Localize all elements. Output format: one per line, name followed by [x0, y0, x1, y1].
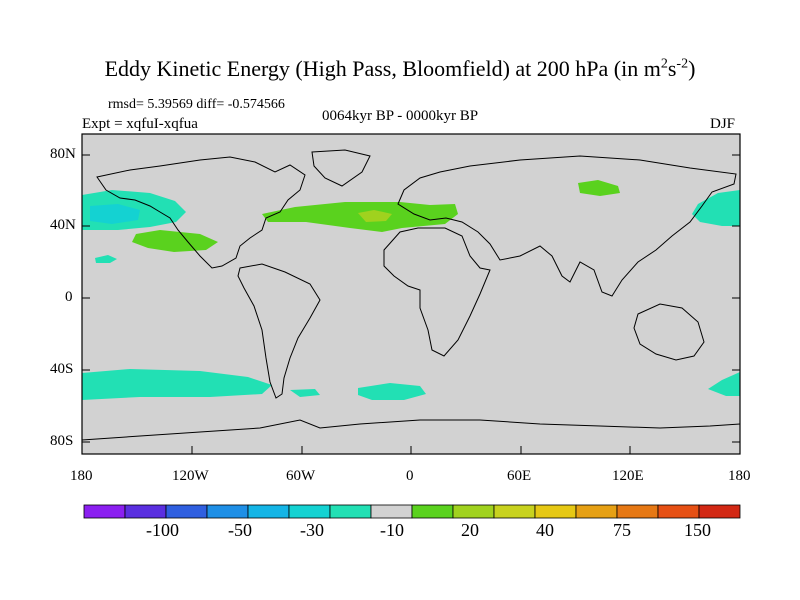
colorbar-swatch — [411, 504, 454, 519]
field-spac-east — [708, 372, 740, 396]
season-label: DJF — [710, 116, 736, 132]
field-hawaii — [95, 255, 117, 263]
lon-tick-180e: 180 — [728, 468, 751, 484]
colorbar-swatch — [124, 504, 167, 519]
colorbar-swatch — [534, 504, 577, 519]
colorbar-swatch — [329, 504, 372, 519]
coast-south-america — [237, 263, 321, 399]
colorbar-label: 75 — [613, 520, 631, 540]
coastlines — [81, 149, 741, 441]
colorbar-label: 20 — [461, 520, 479, 540]
lon-tick-120w: 120W — [172, 468, 209, 484]
lat-tick-40n: 40N — [50, 217, 76, 233]
lon-tick-120e: 120E — [612, 468, 644, 484]
colorbar-swatch — [452, 504, 495, 519]
field-drake — [290, 389, 320, 397]
lat-tick-40s: 40S — [50, 361, 74, 377]
field-natl — [262, 202, 458, 232]
colorbar-label: 150 — [684, 520, 711, 540]
coast-greenland — [311, 149, 371, 187]
lat-tick-0: 0 — [65, 289, 73, 305]
period-label: 0064kyr BP - 0000kyr BP — [322, 108, 479, 124]
colorbar-swatch — [83, 504, 126, 519]
colorbar-label: -30 — [300, 520, 324, 540]
colorbar-label: 40 — [536, 520, 554, 540]
field-spac — [82, 369, 272, 400]
lon-tick-0: 0 — [406, 468, 414, 484]
field-npac-east — [692, 190, 740, 226]
lon-tick-60e: 60E — [507, 468, 532, 484]
colorbar-label: -100 — [146, 520, 179, 540]
coast-north-america — [96, 156, 306, 269]
field-siberia — [578, 180, 620, 196]
lon-tick-180w: 180 — [70, 468, 93, 484]
colorbar-swatch — [247, 504, 290, 519]
lon-tick-60w: 60W — [286, 468, 316, 484]
coast-australia — [633, 303, 705, 361]
colorbar — [83, 504, 741, 519]
colorbar-swatch — [370, 504, 413, 519]
field-npac-west-core — [90, 204, 140, 224]
plot-title: Eddy Kinetic Energy (High Pass, Bloomfie… — [104, 56, 696, 81]
map-background — [82, 134, 740, 454]
coast-eurasia — [397, 155, 737, 297]
anomaly-fields — [82, 180, 740, 400]
colorbar-swatch — [288, 504, 331, 519]
colorbar-swatch — [165, 504, 208, 519]
axis-ticks — [81, 154, 741, 454]
colorbar-swatch — [616, 504, 659, 519]
colorbar-swatch — [575, 504, 618, 519]
colorbar-swatch — [657, 504, 700, 519]
field-satl — [358, 383, 426, 400]
lat-tick-80n: 80N — [50, 146, 76, 162]
colorbar-swatch — [493, 504, 536, 519]
coast-antarctica — [81, 419, 741, 441]
colorbar-label: -50 — [228, 520, 252, 540]
field-natl-core — [358, 210, 392, 222]
experiment-label: Expt = xqfuI-xqfua — [82, 116, 198, 132]
field-mexico — [132, 230, 218, 252]
colorbar-swatch — [206, 504, 249, 519]
colorbar-swatch — [698, 504, 741, 519]
stats-label: rmsd= 5.39569 diff= -0.574566 — [108, 97, 285, 112]
lat-tick-80s: 80S — [50, 433, 74, 449]
coast-africa — [383, 227, 491, 357]
colorbar-label: -10 — [380, 520, 404, 540]
